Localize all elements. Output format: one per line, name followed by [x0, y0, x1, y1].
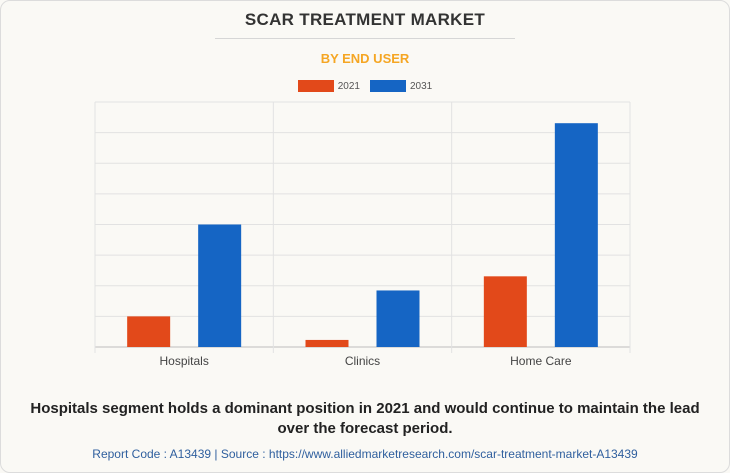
- legend-swatch-2021: [297, 80, 334, 92]
- legend-label-2021: 2021: [337, 80, 360, 92]
- x-tick-label: Home Care: [510, 354, 572, 368]
- bar-chart: Hospitals Clinics Home Care: [94, 101, 631, 368]
- bar-2021-home-care[interactable]: [483, 276, 527, 347]
- legend: 2021 2031: [0, 80, 730, 92]
- bar-2021-clinics[interactable]: [305, 339, 349, 347]
- legend-label-2031: 2031: [410, 80, 433, 92]
- footer-separator: |: [214, 447, 218, 461]
- chart-caption: Hospitals segment holds a dominant posit…: [30, 400, 700, 437]
- bar-2031-home-care[interactable]: [554, 123, 598, 347]
- x-tick-label: Clinics: [345, 354, 380, 368]
- bar-2021-hospitals[interactable]: [127, 316, 171, 347]
- bar-2031-hospitals[interactable]: [198, 224, 242, 348]
- source-link[interactable]: Source : https://www.alliedmarketresearc…: [220, 447, 638, 461]
- legend-swatch-2031: [370, 80, 406, 92]
- chart-subtitle: BY END USER: [320, 51, 410, 66]
- report-code: Report Code : A13439: [92, 447, 212, 461]
- bar-2031-clinics[interactable]: [376, 290, 420, 347]
- footer: Report Code : A13439 | Source : https://…: [0, 447, 730, 461]
- chart-title: SCAR TREATMENT MARKET: [244, 10, 486, 29]
- legend-item-2031[interactable]: 2031: [370, 80, 432, 92]
- legend-item-2021[interactable]: 2021: [297, 80, 360, 92]
- title-divider: [215, 38, 515, 39]
- x-tick-label: Hospitals: [159, 354, 208, 368]
